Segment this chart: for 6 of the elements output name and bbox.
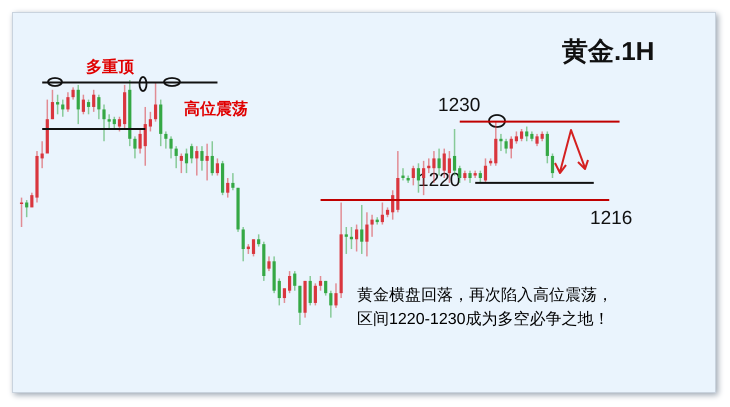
series-label: 1216	[590, 208, 632, 230]
annotation: 高位震荡	[184, 99, 248, 120]
annotation: 黄金横盘回落，再次陷入高位震荡，区间1220-1230成为多空必争之地！	[357, 286, 614, 330]
chart-title: 黄金.1H	[562, 35, 654, 68]
text: 多重顶	[86, 57, 134, 78]
series-label: 1230	[438, 95, 480, 117]
